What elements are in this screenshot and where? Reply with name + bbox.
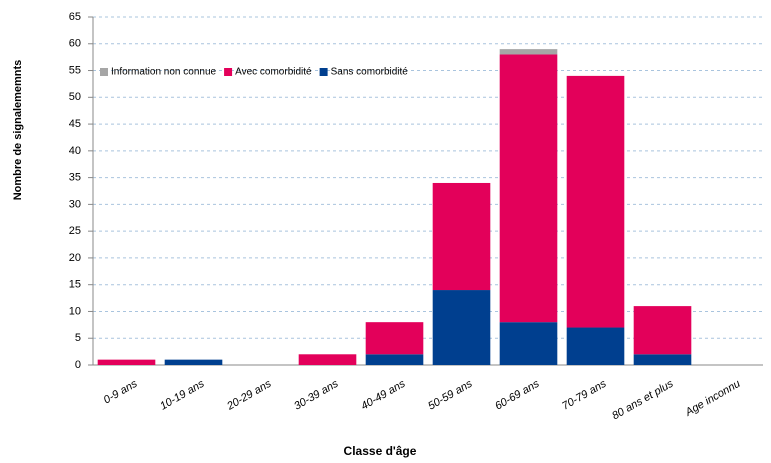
y-tick-label: 0	[75, 359, 81, 371]
bar-segment	[566, 75, 625, 328]
bar-segment	[633, 306, 692, 355]
y-tick-label: 10	[69, 305, 81, 317]
bar-segment	[499, 49, 558, 55]
y-tick-label: 65	[69, 11, 81, 23]
y-axis-title: Nombre de signalememnts	[12, 60, 24, 201]
legend-swatch	[100, 68, 108, 76]
x-tick-label: 80 ans et plus	[610, 377, 676, 422]
y-tick-label: 20	[69, 252, 81, 264]
x-tick-label: 70-79 ans	[560, 377, 609, 412]
bar-segment	[566, 327, 625, 365]
bar-segment	[164, 359, 223, 365]
x-tick-label: 60-69 ans	[493, 377, 542, 412]
bar-segment	[499, 54, 558, 323]
bar-segment	[432, 182, 491, 291]
bar-segment	[633, 354, 692, 365]
legend-label: Avec comorbidité	[235, 67, 312, 78]
y-tick-label: 60	[69, 38, 81, 50]
y-tick-label: 55	[69, 64, 81, 76]
y-tick-label: 35	[69, 172, 81, 184]
bar-segment	[97, 359, 156, 365]
bar-segment	[499, 322, 558, 365]
x-tick-label: 0-9 ans	[102, 377, 140, 406]
y-tick-label: 45	[69, 118, 81, 130]
bar-segment	[432, 290, 491, 365]
bar-segment	[298, 354, 357, 365]
legend-swatch	[319, 68, 328, 76]
bar-segment	[365, 354, 424, 365]
y-tick-label: 40	[69, 145, 81, 157]
y-tick-label: 30	[69, 198, 81, 210]
x-tick-label: Age inconnu	[683, 378, 743, 419]
legend-label: Information non connue	[111, 67, 217, 78]
x-tick-label: 40-49 ans	[359, 377, 408, 412]
x-tick-label: 10-19 ans	[158, 377, 207, 412]
x-tick-label: 50-59 ans	[426, 377, 475, 412]
legend-label: Sans comorbidité	[331, 67, 409, 78]
y-tick-label: 5	[75, 332, 81, 344]
bar-segment	[365, 322, 424, 355]
y-tick-label: 25	[69, 225, 81, 237]
x-axis-title: Classe d'âge	[344, 444, 417, 458]
y-tick-label: 50	[69, 91, 81, 103]
x-tick-label: 30-39 ans	[292, 377, 341, 412]
x-tick-label: 20-29 ans	[224, 377, 274, 413]
y-tick-label: 15	[69, 279, 81, 291]
legend-swatch	[224, 68, 233, 76]
